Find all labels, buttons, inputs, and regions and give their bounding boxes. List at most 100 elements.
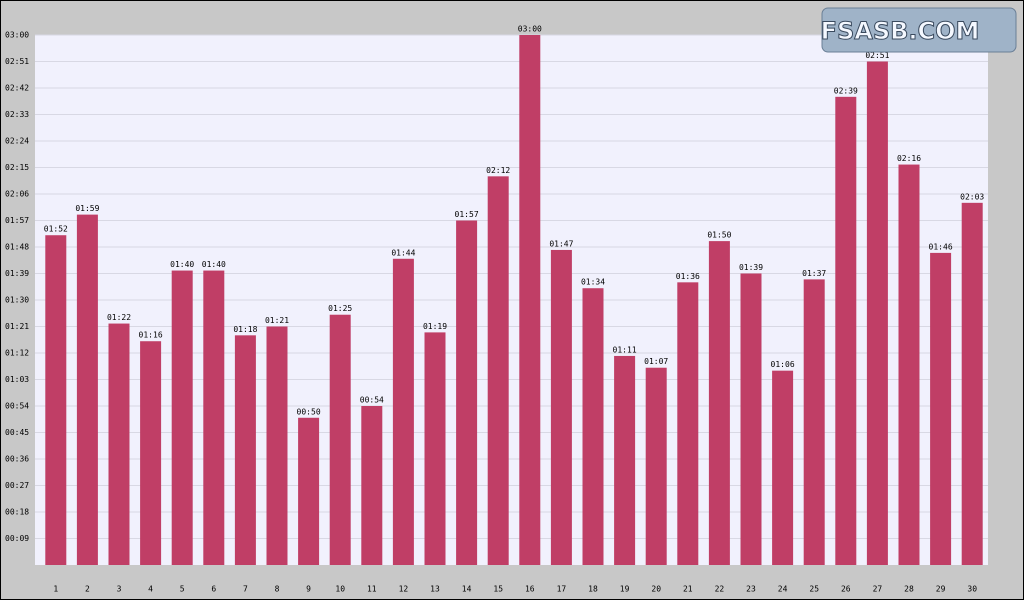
bar (487, 176, 509, 566)
bar (614, 355, 636, 565)
x-tick-label: 21 (683, 585, 693, 594)
bar (550, 249, 572, 565)
x-tick-label: 3 (117, 585, 122, 594)
x-tick-label: 28 (904, 585, 914, 594)
y-tick-label: 01:57 (5, 216, 29, 225)
y-tick-label: 02:24 (5, 137, 29, 146)
x-tick-label: 19 (620, 585, 630, 594)
x-tick-label: 14 (462, 585, 472, 594)
bar (898, 164, 920, 566)
value-label: 00:50 (297, 407, 321, 416)
value-label: 01:57 (455, 210, 479, 219)
value-label: 01:50 (707, 231, 731, 240)
value-label: 01:44 (391, 248, 415, 257)
value-label: 01:11 (613, 345, 637, 354)
bar (677, 282, 699, 565)
x-tick-label: 11 (367, 585, 377, 594)
y-tick-label: 02:33 (5, 110, 29, 119)
bar (298, 417, 320, 565)
bar (835, 96, 857, 565)
y-tick-label: 02:06 (5, 190, 29, 199)
x-tick-label: 26 (841, 585, 851, 594)
y-tick-label: 00:18 (5, 508, 29, 517)
x-tick-label: 22 (715, 585, 725, 594)
x-tick-label: 27 (873, 585, 883, 594)
value-label: 01:07 (644, 357, 668, 366)
bar (582, 288, 604, 565)
value-label: 01:37 (802, 269, 826, 278)
x-tick-label: 10 (335, 585, 345, 594)
bar (392, 258, 414, 565)
bar (171, 270, 193, 565)
value-label: 01:39 (739, 263, 763, 272)
value-label: 02:39 (834, 86, 858, 95)
y-tick-label: 01:03 (5, 375, 29, 384)
x-tick-label: 1 (53, 585, 58, 594)
value-label: 01:19 (423, 322, 447, 331)
value-label: 01:06 (771, 360, 795, 369)
bar (361, 406, 383, 565)
bar (266, 326, 288, 565)
bar (424, 332, 446, 565)
x-tick-label: 24 (778, 585, 788, 594)
value-label: 00:54 (360, 396, 384, 405)
x-tick-label: 25 (809, 585, 819, 594)
y-tick-label: 00:09 (5, 534, 29, 543)
value-label: 01:34 (581, 278, 605, 287)
x-tick-label: 13 (430, 585, 440, 594)
x-tick-label: 7 (243, 585, 248, 594)
value-label: 02:16 (897, 154, 921, 163)
bar (961, 202, 983, 566)
y-tick-label: 01:39 (5, 269, 29, 278)
value-label: 01:59 (75, 204, 99, 213)
value-label: 01:46 (929, 242, 953, 251)
x-tick-label: 9 (306, 585, 311, 594)
x-tick-label: 2 (85, 585, 90, 594)
value-label: 03:00 (518, 25, 542, 34)
watermark-badge (821, 7, 1017, 53)
value-label: 01:52 (44, 225, 68, 234)
x-tick-label: 8 (275, 585, 280, 594)
bar (772, 370, 794, 565)
x-tick-label: 15 (493, 585, 503, 594)
watermark: FSASB.COM (821, 17, 980, 45)
bar (519, 35, 541, 565)
value-label: 01:40 (202, 260, 226, 269)
x-tick-label: 16 (525, 585, 535, 594)
x-tick-label: 4 (148, 585, 153, 594)
value-label: 01:40 (170, 260, 194, 269)
x-tick-label: 17 (557, 585, 567, 594)
bar (203, 270, 225, 565)
bar (708, 241, 730, 565)
value-label: 01:18 (233, 325, 257, 334)
y-tick-label: 02:51 (5, 57, 29, 66)
x-tick-label: 20 (651, 585, 661, 594)
x-tick-label: 30 (967, 585, 977, 594)
bar (45, 235, 67, 565)
x-tick-label: 18 (588, 585, 598, 594)
bar (234, 335, 256, 565)
y-tick-label: 00:45 (5, 428, 29, 437)
y-tick-label: 00:36 (5, 455, 29, 464)
bar (329, 314, 351, 565)
y-tick-label: 03:00 (5, 31, 29, 40)
y-tick-label: 00:54 (5, 402, 29, 411)
bar (140, 341, 162, 565)
bar (866, 61, 888, 565)
y-tick-label: 02:15 (5, 163, 29, 172)
value-label: 01:21 (265, 316, 289, 325)
bar (645, 367, 667, 565)
y-tick-label: 01:48 (5, 243, 29, 252)
value-label: 02:51 (865, 51, 889, 60)
bar (930, 252, 952, 565)
bar (740, 273, 762, 565)
bar (803, 279, 825, 565)
x-tick-label: 23 (746, 585, 756, 594)
value-label: 01:47 (549, 239, 573, 248)
value-label: 01:16 (139, 331, 163, 340)
y-tick-label: 01:21 (5, 322, 29, 331)
bar (456, 220, 478, 565)
bar (108, 323, 130, 565)
